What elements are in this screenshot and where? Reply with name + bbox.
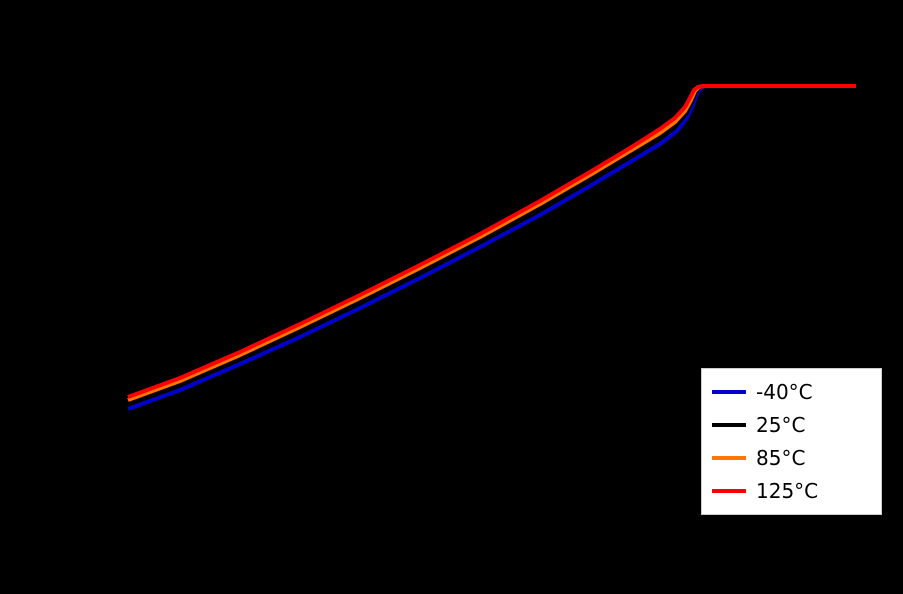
legend: -40°C 25°C 85°C 125°C (701, 368, 882, 515)
legend-label: 25°C (756, 412, 806, 437)
legend-line-swatch-125c (712, 489, 746, 494)
legend-line-swatch-neg40c (712, 389, 746, 394)
legend-line-swatch-25c (712, 422, 746, 427)
series-line-125°C (127, 84, 856, 399)
legend-label: 85°C (756, 446, 806, 471)
legend-item: 85°C (712, 443, 871, 473)
legend-label: 125°C (756, 479, 819, 504)
legend-label: -40°C (756, 379, 813, 404)
legend-item: 25°C (712, 410, 871, 440)
legend-item: -40°C (712, 377, 871, 407)
legend-line-swatch-85c (712, 456, 746, 461)
legend-item: 125°C (712, 476, 871, 506)
